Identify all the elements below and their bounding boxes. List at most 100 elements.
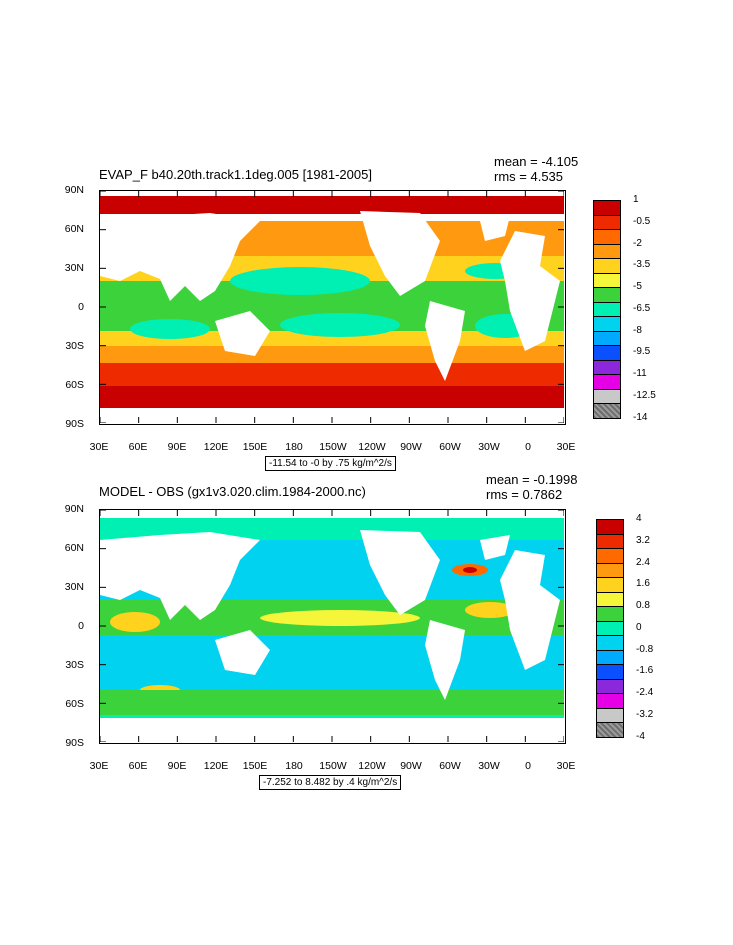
lon-label: 90E: [167, 760, 187, 772]
colorbar-swatch: [593, 301, 621, 317]
panel-title: MODEL - OBS (gx1v3.020.clim.1984-2000.nc…: [99, 484, 366, 499]
colorbar-level-label: -9.5: [633, 346, 651, 358]
lon-label: 60E: [128, 760, 148, 772]
colorbar-level-label: 2.4: [636, 556, 650, 568]
mean-stat: mean = -4.105: [494, 154, 579, 169]
colorbar-level-label: -2: [633, 237, 642, 249]
colorbar-swatch: [596, 693, 624, 709]
rms-stat: rms = 0.7862: [486, 487, 563, 502]
lon-label: 120W: [358, 441, 386, 453]
colorbar-level-label: -2.4: [636, 687, 654, 698]
map-field-diff: [100, 510, 564, 742]
colorbar-swatch: [593, 287, 621, 303]
colorbar-swatch: [596, 678, 624, 694]
lon-label: 150E: [242, 441, 268, 453]
colorbar-level-label: -3.2: [636, 708, 654, 720]
lat-label: 60S: [65, 698, 84, 710]
lon-label: 150E: [242, 760, 268, 772]
panel-title: EVAP_F b40.20th.track1.1deg.005 [1981-20…: [99, 167, 372, 182]
colorbar-level-label: -0.8: [636, 643, 654, 655]
lat-label: 90N: [64, 184, 84, 196]
lat-label: 90N: [64, 503, 84, 515]
colorbar-swatch: [596, 548, 624, 564]
colorbar-swatch: [593, 243, 621, 259]
colorbar-swatch: [593, 330, 621, 346]
colorbar-swatch: [596, 649, 624, 665]
lon-label: 180: [285, 760, 303, 772]
mean-stat: mean = -0.1998: [486, 472, 578, 487]
colorbar-level-label: 3.2: [636, 534, 650, 546]
colorbar-level-label: 4: [636, 513, 642, 524]
colorbar-swatch: [596, 635, 624, 651]
lat-label: 0: [78, 620, 84, 632]
colorbar-swatch: [596, 664, 624, 680]
colorbar-swatch: [593, 229, 621, 245]
colorbar-level-label: -6.5: [633, 302, 651, 314]
colorbar-swatch: [593, 388, 621, 404]
lat-label: 30N: [64, 581, 84, 593]
colorbar-level-label: 1.6: [636, 578, 650, 590]
lat-label: 0: [78, 301, 84, 313]
lat-label: 90S: [65, 418, 84, 430]
rms-stat: rms = 4.535: [494, 169, 564, 184]
lon-label: 30W: [478, 760, 500, 772]
lon-label: 90W: [400, 441, 422, 453]
colorbar-level-label: -14: [633, 411, 648, 423]
map-plot-evap: [99, 190, 566, 425]
colorbar-level-label: -11: [633, 368, 647, 379]
colorbar-level-label: -12.5: [633, 389, 656, 401]
colorbar-level-label: -4: [636, 730, 645, 742]
lon-label: 0: [525, 441, 531, 453]
lon-label: 120E: [203, 441, 229, 453]
lon-label: 180: [285, 441, 303, 453]
lat-label: 30S: [65, 659, 84, 671]
colorbar-swatch: [596, 519, 624, 535]
colorbar-level-label: -0.5: [633, 215, 651, 227]
colorbar-swatch: [593, 359, 621, 375]
lat-label: 60N: [64, 223, 84, 235]
colorbar-level-label: 1: [633, 194, 639, 205]
lat-label: 60S: [65, 379, 84, 391]
lon-label: 0: [525, 760, 531, 772]
colorbar-swatch: [596, 620, 624, 636]
colorbar-swatch: [596, 577, 624, 593]
lon-label: 60E: [128, 441, 148, 453]
map-field-evap: [100, 191, 564, 423]
lon-label: 60W: [439, 441, 461, 453]
lon-label: 90W: [400, 760, 422, 772]
lon-label: 150W: [319, 760, 347, 772]
lon-label: 60W: [439, 760, 461, 772]
colorbar-level-label: -3.5: [633, 259, 651, 271]
lon-label: 120E: [203, 760, 229, 772]
colorbar-swatch: [593, 272, 621, 288]
colorbar-swatch: [593, 403, 621, 419]
colorbar-evap: 1 -0.5 -2 -3.5 -5 -6.5 -8 -9.5 -11 -12.5 -14: [593, 194, 713, 423]
colorbar-level-label: -8: [633, 324, 642, 336]
colorbar-swatch: [596, 707, 624, 723]
lon-label: 30E: [556, 441, 576, 453]
contour-range-label: -7.252 to 8.482 by .4 kg/m^2/s: [259, 775, 402, 790]
colorbar-swatch: [593, 345, 621, 361]
lon-label: 30E: [89, 441, 109, 453]
lat-label: 90S: [65, 737, 84, 749]
colorbar-level-label: 0: [636, 621, 642, 633]
colorbar-swatch: [593, 258, 621, 274]
colorbar-swatch: [596, 722, 624, 738]
lon-label: 30E: [556, 760, 576, 772]
colorbar-diff: 4 3.2 2.4 1.6 0.8 0 -0.8 -1.6 -2.4 -3.2 -4: [596, 513, 716, 742]
lat-label: 60N: [64, 542, 84, 554]
colorbar-swatch: [596, 606, 624, 622]
contour-range-label: -11.54 to -0 by .75 kg/m^2/s: [265, 456, 396, 471]
colorbar-swatch: [596, 591, 624, 607]
colorbar-swatch: [593, 200, 621, 216]
lon-label: 120W: [358, 760, 386, 772]
lon-label: 30E: [89, 760, 109, 772]
colorbar-swatch: [593, 374, 621, 390]
colorbar-level-label: -5: [633, 281, 642, 292]
colorbar-level-label: -1.6: [636, 665, 654, 677]
map-plot-diff: [99, 509, 566, 744]
lat-label: 30N: [64, 262, 84, 274]
colorbar-swatch: [596, 562, 624, 578]
lat-label: 30S: [65, 340, 84, 352]
colorbar-swatch: [593, 316, 621, 332]
